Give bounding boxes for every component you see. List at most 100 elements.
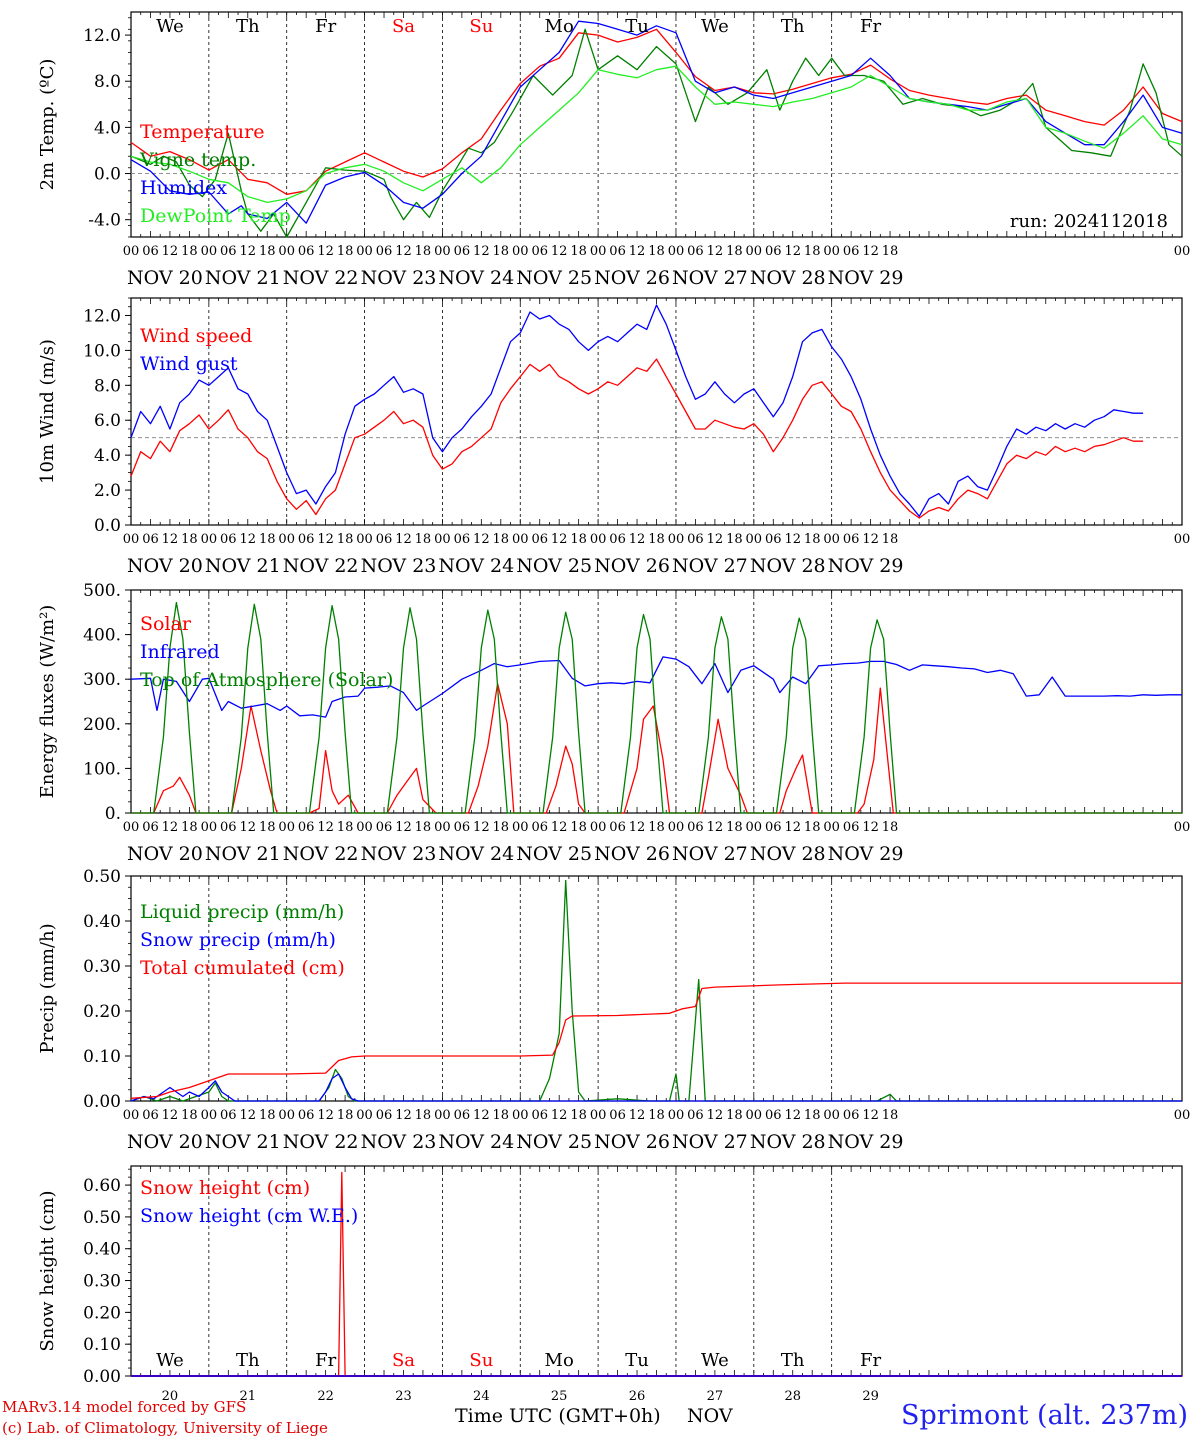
y-tick-label: 0.40 bbox=[83, 912, 121, 932]
x-hour-label: 06 bbox=[687, 244, 704, 259]
legend-entry: Total cumulated (cm) bbox=[140, 957, 345, 979]
day-number-label: 20 bbox=[162, 1389, 179, 1404]
y-tick-label: 6.0 bbox=[94, 411, 121, 431]
x-date-label: NOV 22 bbox=[283, 843, 359, 865]
model-credit: MARv3.14 model forced by GFS bbox=[2, 1398, 247, 1416]
x-hour-label: 06 bbox=[220, 532, 237, 547]
run-annotation: run: 2024112018 bbox=[1010, 211, 1168, 232]
x-hour-label: 18 bbox=[726, 820, 743, 835]
panel-3 bbox=[125, 589, 1183, 814]
x-hour-label: 12 bbox=[862, 244, 879, 259]
y-tick-label: 4.0 bbox=[94, 446, 121, 466]
x-date-label: NOV 23 bbox=[361, 1131, 437, 1153]
x-hour-label: 00 bbox=[278, 244, 295, 259]
x-hour-label: 00 bbox=[746, 244, 763, 259]
x-date-label: NOV 29 bbox=[828, 843, 904, 865]
x-hour-label: 12 bbox=[551, 244, 568, 259]
weekday-label: Su bbox=[469, 1350, 493, 1371]
x-hour-label: 12 bbox=[473, 1108, 490, 1123]
day-number-label: 29 bbox=[862, 1389, 879, 1404]
x-hour-label: 06 bbox=[376, 820, 393, 835]
x-hour-label: 00 bbox=[278, 1108, 295, 1123]
x-date-label: NOV 27 bbox=[672, 555, 748, 577]
y-tick-label: 2.0 bbox=[94, 481, 121, 501]
x-hour-label: 00 bbox=[434, 1108, 451, 1123]
legend-entry: Temperature bbox=[140, 121, 264, 143]
y-tick-label: 12.0 bbox=[83, 306, 121, 326]
x-hour-label: 12 bbox=[551, 1108, 568, 1123]
x-hour-label: 00 bbox=[123, 820, 140, 835]
weekday-label: Tu bbox=[625, 16, 649, 37]
x-hour-label: 00 bbox=[668, 1108, 685, 1123]
x-hour-label: 06 bbox=[687, 1108, 704, 1123]
x-hour-label: 06 bbox=[298, 820, 315, 835]
y-tick-label: 0.50 bbox=[83, 1208, 121, 1228]
x-hour-label: 18 bbox=[181, 532, 198, 547]
x-hour-label: 18 bbox=[181, 244, 198, 259]
x-hour-label: 06 bbox=[609, 820, 626, 835]
series-line bbox=[130, 358, 1144, 519]
x-axis-title: Time UTC (GMT+0h) bbox=[455, 1405, 661, 1427]
day-number-label: 23 bbox=[395, 1389, 412, 1404]
plot-frame bbox=[130, 297, 1183, 526]
day-number-label: 28 bbox=[784, 1389, 801, 1404]
x-hour-label: 00 bbox=[590, 244, 607, 259]
x-hour-label: 12 bbox=[707, 244, 724, 259]
x-hour-label: 06 bbox=[687, 532, 704, 547]
x-hour-label: 06 bbox=[843, 1108, 860, 1123]
x-hour-label: 00 bbox=[1174, 820, 1191, 835]
x-hour-label: 00 bbox=[668, 532, 685, 547]
x-hour-label: 18 bbox=[259, 820, 276, 835]
x-hour-label: 12 bbox=[551, 820, 568, 835]
x-hour-label: 12 bbox=[862, 1108, 879, 1123]
y-tick-label: 100. bbox=[83, 759, 121, 779]
x-hour-label: 06 bbox=[531, 820, 548, 835]
x-hour-label: 06 bbox=[142, 820, 159, 835]
day-number-label: 21 bbox=[240, 1389, 257, 1404]
x-date-label: NOV 20 bbox=[127, 843, 203, 865]
y-tick-label: 0.20 bbox=[83, 1002, 121, 1022]
x-hour-label: 00 bbox=[668, 244, 685, 259]
x-hour-label: 18 bbox=[493, 244, 510, 259]
x-hour-label: 06 bbox=[843, 244, 860, 259]
x-hour-label: 12 bbox=[629, 1108, 646, 1123]
x-hour-label: 06 bbox=[843, 820, 860, 835]
legend-entry: Liquid precip (mm/h) bbox=[140, 901, 344, 923]
x-hour-label: 00 bbox=[1174, 1108, 1191, 1123]
x-hour-label: 00 bbox=[356, 244, 373, 259]
x-date-label: NOV 27 bbox=[672, 843, 748, 865]
x-hour-label: 00 bbox=[823, 1108, 840, 1123]
x-hour-label: 18 bbox=[181, 1108, 198, 1123]
x-hour-label: 00 bbox=[201, 1108, 218, 1123]
x-hour-label: 00 bbox=[356, 1108, 373, 1123]
series-line bbox=[131, 1171, 1182, 1377]
y-tick-label: 0.0 bbox=[94, 516, 121, 536]
series-line bbox=[130, 20, 1183, 224]
x-hour-label: 06 bbox=[376, 1108, 393, 1123]
y-tick-label: 0.20 bbox=[83, 1303, 121, 1323]
weekday-label: Fr bbox=[315, 1350, 336, 1371]
weekday-label: Fr bbox=[860, 1350, 881, 1371]
x-hour-label: 00 bbox=[201, 820, 218, 835]
weekday-label: Tu bbox=[625, 1350, 649, 1371]
x-hour-label: 12 bbox=[473, 244, 490, 259]
x-hour-label: 18 bbox=[648, 1108, 665, 1123]
day-number-label: 25 bbox=[551, 1389, 568, 1404]
x-date-label: NOV 25 bbox=[516, 267, 592, 289]
x-hour-label: 18 bbox=[415, 1108, 432, 1123]
x-date-label: NOV 21 bbox=[205, 843, 281, 865]
x-hour-label: 18 bbox=[804, 1108, 821, 1123]
x-hour-label: 06 bbox=[765, 820, 782, 835]
x-hour-label: 12 bbox=[784, 244, 801, 259]
y-tick-label: 8.0 bbox=[94, 72, 121, 92]
y-tick-label: 0.50 bbox=[83, 867, 121, 887]
x-date-label: NOV 26 bbox=[594, 1131, 670, 1153]
x-hour-label: 18 bbox=[726, 1108, 743, 1123]
x-hour-label: 18 bbox=[259, 244, 276, 259]
x-hour-label: 12 bbox=[629, 244, 646, 259]
weekday-label: We bbox=[156, 16, 184, 37]
x-hour-label: 00 bbox=[123, 532, 140, 547]
x-hour-label: 12 bbox=[473, 820, 490, 835]
x-hour-label: 12 bbox=[162, 820, 179, 835]
x-hour-label: 18 bbox=[337, 1108, 354, 1123]
